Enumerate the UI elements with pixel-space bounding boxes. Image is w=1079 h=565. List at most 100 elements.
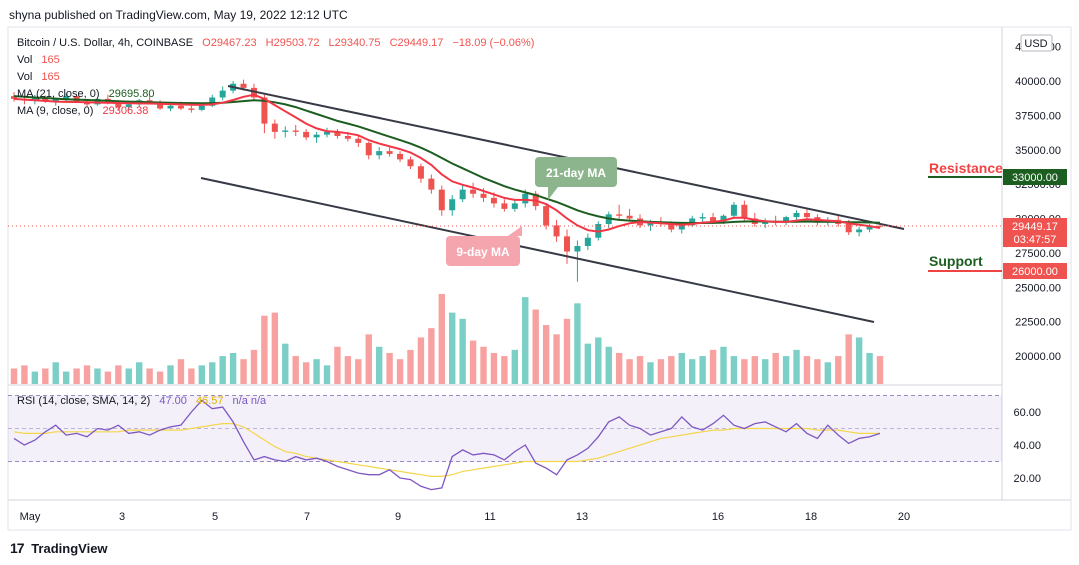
legend-ma21-label: MA (21, close, 0) <box>17 88 100 100</box>
price-axis-ticks: 42500.0040000.0037500.0035000.0032500.00… <box>1015 42 1061 363</box>
volume-bar <box>21 365 28 384</box>
legend-rsi-na: n/a n/a <box>233 395 268 407</box>
ma21-line <box>13 95 881 224</box>
volume-bar <box>198 365 206 384</box>
price-tick-label: 40000.00 <box>1015 76 1061 88</box>
volume-bar <box>240 359 247 384</box>
time-tick-label: 7 <box>304 511 310 523</box>
volume-bar <box>793 349 800 384</box>
rsi-tick-label: 20.00 <box>1013 473 1041 485</box>
rsi-axis-ticks: 60.00 40.00 20.00 <box>1013 407 1041 485</box>
volume-bars <box>10 294 884 384</box>
volume-bar <box>386 352 393 384</box>
volume-bar <box>574 303 581 384</box>
legend-rsi-value: 47.00 <box>159 395 187 407</box>
publish-header: shyna published on TradingView.com, May … <box>9 8 348 22</box>
time-tick-label: 3 <box>119 511 125 523</box>
svg-text:MA (9, close, 0) 29306.38: MA (9, close, 0) 29306.38 <box>17 105 148 117</box>
volume-bar <box>334 346 341 384</box>
volume-bar <box>741 359 748 384</box>
price-tick-label: 20000.00 <box>1015 351 1061 363</box>
candle-body <box>324 131 331 135</box>
volume-bar <box>31 371 39 384</box>
volume-bar <box>814 359 821 384</box>
current-price-badge <box>1003 218 1067 247</box>
volume-bar <box>407 349 414 384</box>
volume-bar <box>209 362 216 384</box>
legend-close: C29449.17 <box>390 37 444 49</box>
volume-bar <box>595 337 602 384</box>
bar-countdown-text: 03:47:57 <box>1014 234 1057 246</box>
volume-bar <box>699 356 706 384</box>
volume-bar <box>720 346 727 384</box>
ma9-line <box>13 93 881 233</box>
volume-bar <box>490 352 498 384</box>
candle-body <box>699 217 706 219</box>
legend-rsi-label: RSI (14, close, SMA, 14, 2) <box>17 395 150 407</box>
candle-body <box>219 90 226 98</box>
rsi-tick-label: 60.00 <box>1013 407 1041 419</box>
candle-body <box>209 97 216 106</box>
candle-body <box>282 130 289 132</box>
legend-low: L29340.75 <box>329 37 381 49</box>
volume-bar <box>615 352 623 384</box>
volume-bar <box>188 368 195 384</box>
volume-bar <box>668 356 675 384</box>
candle-body <box>616 214 623 216</box>
candle-body <box>365 142 372 156</box>
volume-bar <box>261 315 268 384</box>
volume-bar <box>480 346 487 384</box>
legend-open: O29467.23 <box>202 37 256 49</box>
legend-vol1-value: 165 <box>41 54 59 66</box>
volume-bar <box>344 356 352 384</box>
candle-body <box>386 151 393 154</box>
volume-bar <box>125 368 132 384</box>
volume-bar <box>678 352 685 384</box>
candle-body <box>480 193 487 198</box>
price-tick-label: 22500.00 <box>1015 317 1061 329</box>
volume-bar <box>803 356 811 384</box>
volume-bar <box>365 334 372 384</box>
candle-body <box>668 224 675 230</box>
rsi-line <box>13 399 881 491</box>
currency-button[interactable] <box>1020 34 1053 52</box>
candle-body <box>678 225 685 230</box>
volume-bar <box>762 359 769 384</box>
candle-body <box>710 217 717 222</box>
candle-body <box>344 136 351 139</box>
candle-body <box>31 97 38 101</box>
candle-body <box>783 217 790 223</box>
candle-body <box>522 193 529 204</box>
time-tick-label: 5 <box>212 511 218 523</box>
volume-bar <box>42 368 49 384</box>
volume-bar <box>355 359 362 384</box>
footer-brand[interactable]: 17 TradingView <box>10 540 108 556</box>
volume-bar <box>511 349 519 384</box>
volume-bar <box>292 356 299 384</box>
candle-body <box>584 237 591 246</box>
candle-body <box>146 100 153 102</box>
volume-bar <box>459 318 466 384</box>
price-tick-label: 25000.00 <box>1015 282 1061 294</box>
volume-bar <box>136 362 143 384</box>
volume-bar <box>845 334 852 384</box>
volume-bar <box>772 352 779 384</box>
candle-body <box>449 199 456 211</box>
volume-bar <box>271 312 279 384</box>
volume-bar <box>584 343 592 384</box>
candle-body <box>52 98 59 102</box>
volume-bar <box>52 362 59 384</box>
candle-body <box>292 130 299 132</box>
candle-body <box>167 105 174 109</box>
volume-bar <box>167 365 174 384</box>
support-price-text: 26000.00 <box>1012 266 1058 278</box>
candle-body <box>115 103 122 108</box>
candle-body <box>334 131 341 136</box>
candle-body <box>689 218 696 226</box>
volume-bar <box>855 337 863 384</box>
candle-body <box>417 166 424 179</box>
candle-body <box>856 229 863 233</box>
svg-text:Vol 165: Vol 165 <box>17 54 60 66</box>
volume-bar <box>542 325 550 384</box>
